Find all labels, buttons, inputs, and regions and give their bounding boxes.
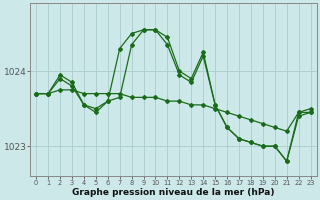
X-axis label: Graphe pression niveau de la mer (hPa): Graphe pression niveau de la mer (hPa) [72, 188, 275, 197]
